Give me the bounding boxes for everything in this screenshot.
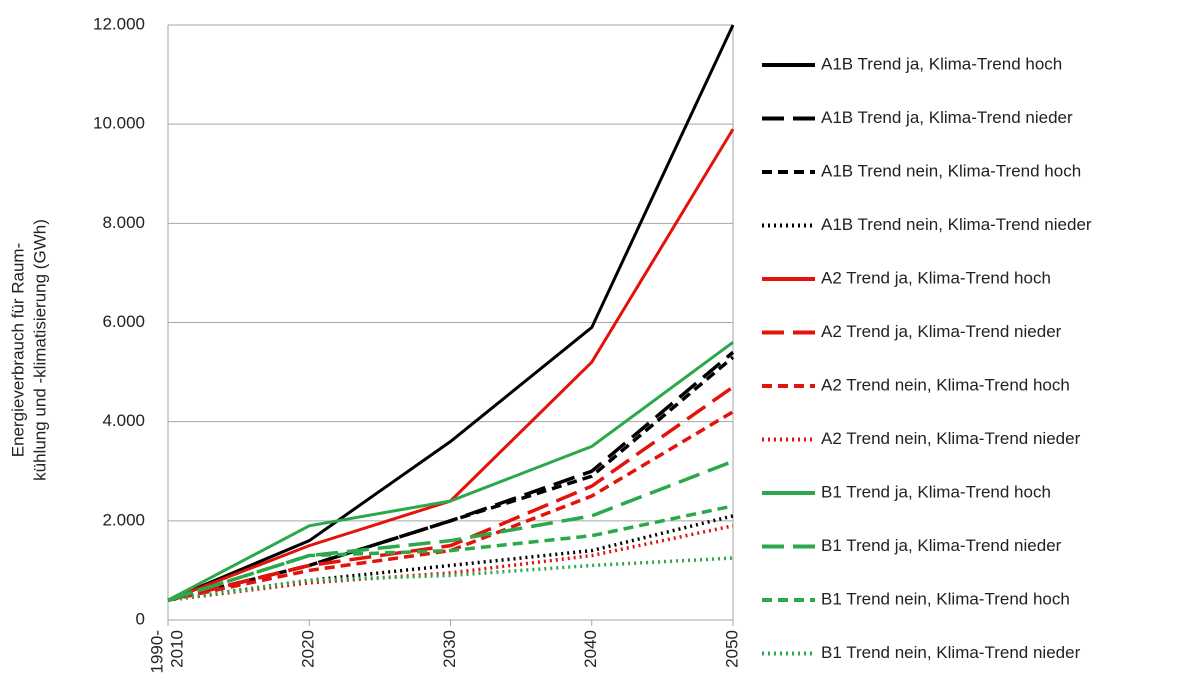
y-tick-label: 4.000 — [102, 411, 145, 430]
y-axis-title-line: kühlung und -klimatisierung (GWh) — [30, 219, 49, 481]
y-axis-title-line: Energieverbrauch für Raum- — [8, 243, 27, 457]
series-line — [167, 128, 735, 602]
series-line — [167, 24, 735, 602]
legend-label: B1 Trend nein, Klima-Trend hoch — [821, 589, 1070, 608]
y-tick-label: 12.000 — [93, 14, 145, 33]
x-tick-label: 1990- — [147, 630, 166, 673]
legend-label: A1B Trend nein, Klima-Trend hoch — [821, 161, 1081, 180]
series-line — [167, 514, 734, 602]
x-tick-label: 2030 — [440, 630, 459, 668]
series-line — [167, 524, 734, 602]
series-line — [167, 341, 734, 602]
series-line — [167, 556, 734, 602]
x-tick-label: 2020 — [299, 630, 318, 668]
x-tick-label: 2010 — [167, 630, 186, 668]
legend-label: B1 Trend nein, Klima-Trend nieder — [821, 643, 1081, 662]
legend-label: B1 Trend ja, Klima-Trend nieder — [821, 536, 1062, 555]
series-line — [167, 504, 734, 602]
series-line — [167, 410, 734, 602]
y-tick-label: 0 — [136, 609, 145, 628]
y-tick-label: 6.000 — [102, 312, 145, 331]
y-tick-label: 2.000 — [102, 510, 145, 529]
y-tick-label: 10.000 — [93, 114, 145, 133]
legend-label: B1 Trend ja, Klima-Trend hoch — [821, 482, 1051, 501]
legend-label: A1B Trend nein, Klima-Trend nieder — [821, 215, 1092, 234]
y-tick-label: 8.000 — [102, 213, 145, 232]
legend-label: A2 Trend nein, Klima-Trend nieder — [821, 429, 1081, 448]
legend-label: A1B Trend ja, Klima-Trend nieder — [821, 108, 1073, 127]
legend-label: A2 Trend ja, Klima-Trend nieder — [821, 322, 1062, 341]
series-line — [167, 385, 735, 602]
legend-label: A1B Trend ja, Klima-Trend hoch — [821, 54, 1062, 73]
x-tick-label: 2050 — [722, 630, 741, 668]
legend-label: A2 Trend ja, Klima-Trend hoch — [821, 268, 1051, 287]
legend-label: A2 Trend nein, Klima-Trend hoch — [821, 375, 1070, 394]
x-tick-label: 2040 — [581, 630, 600, 668]
y-axis-title: Energieverbrauch für Raum- kühlung und -… — [8, 219, 49, 481]
